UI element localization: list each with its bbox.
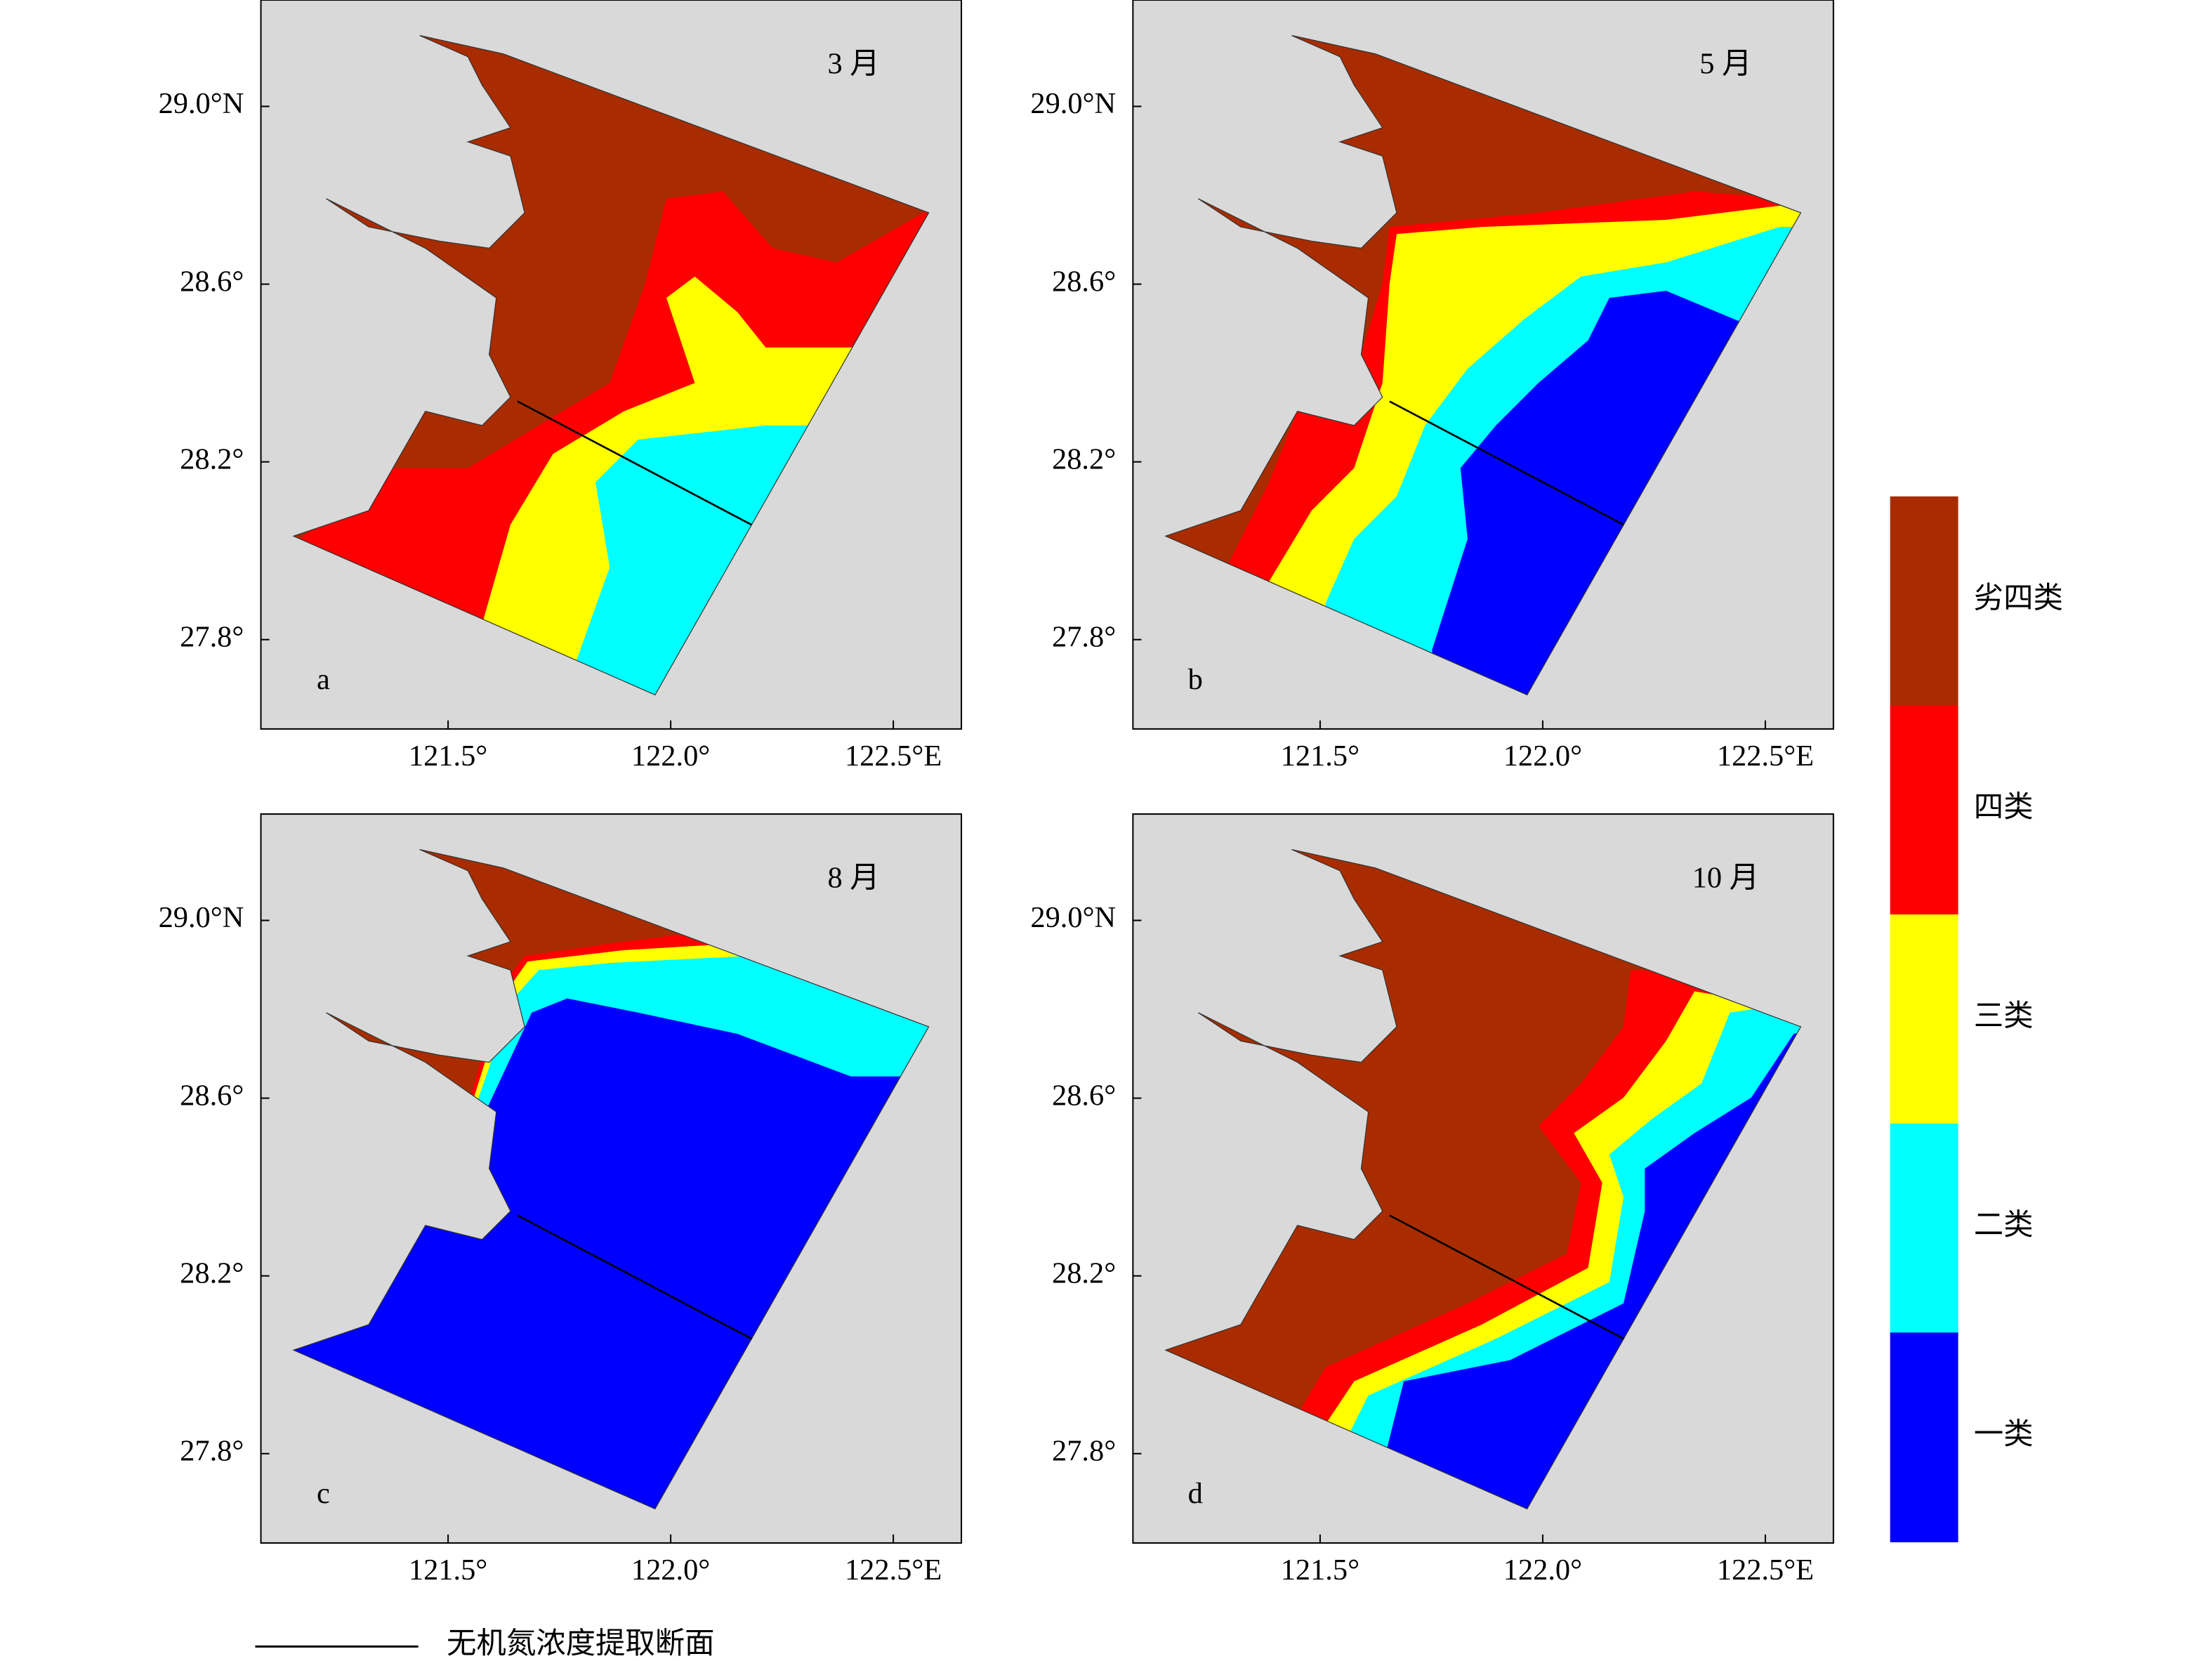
map-panel: 10 月 d 29.0°N 28.6° 28.2° 27.8° 121.5° 122.0° 12… <box>1030 813 1834 1587</box>
lon-tick-label: 121.5° <box>409 740 487 773</box>
lon-tick-label: 122.5°E <box>845 740 942 773</box>
domain-outline <box>1164 848 1802 1510</box>
month-label: 3 月 <box>827 48 879 81</box>
lon-tick-label: 122.5°E <box>845 1554 942 1587</box>
panel-letter: b <box>1188 663 1203 696</box>
map-panel: 8 月 c 29.0°N 28.6° 28.2° 27.8° 121.5° 122.0° 122… <box>159 813 963 1587</box>
lat-tick-label: 29.0°N <box>1030 87 1116 120</box>
legend-label: 三类 <box>1974 1000 2034 1033</box>
legend-label: 四类 <box>1974 791 2034 824</box>
lat-tick-label: 27.8° <box>180 1434 244 1467</box>
legend-swatch <box>1890 914 1958 1124</box>
section-line <box>1389 400 1624 526</box>
section-line <box>517 1214 752 1340</box>
legend-swatch <box>1890 705 1958 916</box>
lat-tick-label: 28.6° <box>180 1079 244 1112</box>
month-label: 8 月 <box>827 862 879 895</box>
lat-tick-label: 29.0°N <box>159 901 244 934</box>
panel-letter: d <box>1188 1477 1203 1510</box>
legend-label: 二类 <box>1974 1209 2034 1242</box>
lon-tick-label: 122.0° <box>631 740 710 773</box>
domain-outline <box>1164 34 1802 696</box>
panel-letter: c <box>317 1477 330 1510</box>
lon-tick-label: 122.5°E <box>1717 1554 1814 1587</box>
domain-outline <box>292 34 930 696</box>
map-panel: 3 月 a 29.0°N 28.6° 28.2° 27.8° 121.5° 122.0° 122… <box>159 0 963 773</box>
lon-tick-label: 122.0° <box>631 1554 710 1587</box>
map-panel: 5 月 b 29.0°N 28.6° 28.2° 27.8° 121.5° 122.0° 122… <box>1030 0 1834 773</box>
lat-tick-label: 28.2° <box>1052 1256 1116 1289</box>
legend-swatch <box>1890 1332 1958 1542</box>
lon-tick-label: 121.5° <box>1281 1554 1360 1587</box>
section-line <box>517 400 752 526</box>
lon-tick-label: 121.5° <box>1281 740 1360 773</box>
panel-letter: a <box>317 663 330 696</box>
lon-tick-label: 122.0° <box>1503 1554 1582 1587</box>
lat-tick-label: 27.8° <box>1052 620 1116 653</box>
section-legend-label: 无机氮浓度提取断面 <box>447 1627 715 1660</box>
lat-tick-label: 28.2° <box>180 1256 244 1289</box>
lat-tick-label: 28.2° <box>180 442 244 475</box>
legend-label: 一类 <box>1974 1418 2034 1451</box>
panel-frame <box>1132 813 1834 1544</box>
month-label: 5 月 <box>1699 48 1751 81</box>
lat-tick-label: 28.6° <box>1052 1079 1116 1112</box>
lat-tick-label: 29.0°N <box>159 87 244 120</box>
lat-tick-label: 28.6° <box>1052 265 1116 298</box>
lat-tick-label: 28.2° <box>1052 442 1116 475</box>
panel-frame <box>260 813 963 1544</box>
legend-label: 劣四类 <box>1974 582 2063 615</box>
lat-tick-label: 28.6° <box>180 265 244 298</box>
lat-tick-label: 29.0°N <box>1030 901 1116 934</box>
lon-tick-label: 122.0° <box>1503 740 1582 773</box>
section-line <box>1389 1214 1624 1340</box>
lon-tick-label: 122.5°E <box>1717 740 1814 773</box>
lat-tick-label: 27.8° <box>180 620 244 653</box>
legend-swatch <box>1890 1123 1958 1334</box>
legend-swatch <box>1890 496 1958 707</box>
lon-tick-label: 121.5° <box>409 1554 487 1587</box>
panel-frame <box>260 0 963 730</box>
month-label: 10 月 <box>1692 862 1759 895</box>
panel-frame <box>1132 0 1834 730</box>
domain-outline <box>292 848 930 1510</box>
lat-tick-label: 27.8° <box>1052 1434 1116 1467</box>
